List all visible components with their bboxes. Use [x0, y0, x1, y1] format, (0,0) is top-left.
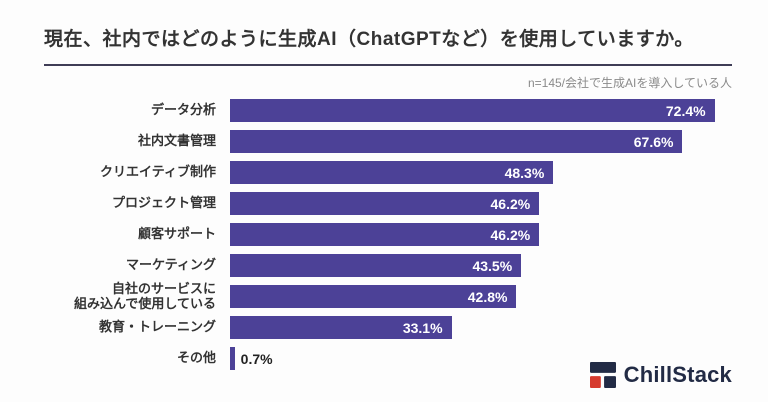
value-label: 42.8% — [467, 288, 508, 305]
bar: 43.5% — [230, 254, 522, 277]
category-label: 自社のサービスに 組み込んで使用している — [74, 280, 216, 311]
chillstack-logo-icon — [589, 362, 616, 388]
bar: 72.4% — [230, 99, 715, 122]
value-label: 67.6% — [633, 133, 674, 150]
bar-chart: データ分析 72.4% 社内文書管理 67.6% クリエイティブ制作 48.3% プロジェク… — [0, 93, 768, 374]
bar-track: 46.2% — [230, 223, 732, 246]
sample-size-note: n=145/会社で生成AIを導入している人 — [527, 76, 732, 90]
bar-track: 46.2% — [230, 192, 732, 215]
bar-track: 67.6% — [230, 130, 732, 153]
chillstack-logo-text: ChillStack — [623, 362, 732, 387]
category-label: 社内文書管理 — [137, 133, 216, 149]
bar: 42.8% — [230, 285, 517, 308]
chart-row: 自社のサービスに 組み込んで使用している 42.8% — [40, 281, 732, 312]
chart-row: プロジェクト管理 46.2% — [40, 188, 732, 219]
bar: 67.6% — [230, 130, 683, 153]
chart-row: 顧客サポート 46.2% — [40, 219, 732, 250]
chart-row: 社内文書管理 67.6% — [40, 126, 732, 157]
bar-track: 43.5% — [230, 254, 732, 277]
value-label: 48.3% — [504, 164, 545, 181]
category-label: マーケティング — [126, 257, 216, 273]
chart-row: その他 0.7% — [40, 343, 732, 374]
chart-title: 現在、社内ではどのように生成AI（ChatGPTなど）を使用していますか。 — [44, 29, 694, 50]
brand-logo: ChillStack — [589, 362, 732, 388]
bar: 48.3% — [230, 161, 554, 184]
bar: 46.2% — [230, 223, 540, 246]
category-label: 顧客サポート — [137, 226, 216, 242]
title-divider — [44, 64, 732, 66]
value-label: 43.5% — [472, 257, 513, 274]
chart-row: マーケティング 43.5% — [40, 250, 732, 281]
category-label: プロジェクト管理 — [111, 195, 216, 211]
chart-row: データ分析 72.4% — [40, 95, 732, 126]
chart-row: 教育・トレーニング 33.1% — [40, 312, 732, 343]
category-label: 教育・トレーニング — [98, 319, 216, 335]
category-label: クリエイティブ制作 — [100, 164, 216, 180]
value-label: 72.4% — [665, 102, 706, 119]
bar-track: 72.4% — [230, 99, 732, 122]
bar-track: 0.7% — [230, 347, 732, 370]
bar: 33.1% — [230, 316, 452, 339]
bar-track: 33.1% — [230, 316, 732, 339]
value-label: 46.2% — [490, 195, 531, 212]
bar — [230, 347, 235, 370]
value-label: 33.1% — [402, 319, 443, 336]
bar-track: 48.3% — [230, 161, 732, 184]
value-label: 0.7% — [240, 350, 273, 367]
bar: 46.2% — [230, 192, 540, 215]
bar-track: 42.8% — [230, 285, 732, 308]
category-label: その他 — [176, 350, 216, 366]
value-label: 46.2% — [490, 226, 531, 243]
chart-row: クリエイティブ制作 48.3% — [40, 157, 732, 188]
category-label: データ分析 — [150, 102, 216, 118]
